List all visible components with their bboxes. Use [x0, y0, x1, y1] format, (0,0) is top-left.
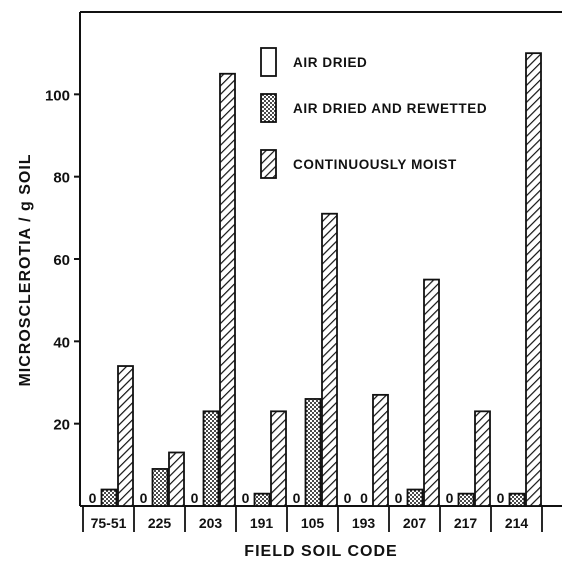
bar [474, 410, 491, 507]
legend-label: CONTINUOUSLY MOIST [293, 157, 457, 172]
y-tick-label: 40 [53, 334, 70, 351]
x-tick-label: 193 [352, 515, 376, 531]
y-tick-label: 20 [53, 417, 70, 434]
bar [423, 278, 440, 507]
zero-value-label: 0 [191, 490, 199, 506]
x-tick-label: 203 [199, 515, 223, 531]
bar [253, 492, 271, 507]
x-tick-label: 105 [301, 515, 325, 531]
bar [202, 410, 220, 507]
zero-value-label: 0 [497, 490, 505, 506]
x-tick-label: 191 [250, 515, 274, 531]
legend-label: AIR DRIED AND REWETTED [293, 101, 487, 116]
zero-value-label: 0 [446, 490, 454, 506]
bar [151, 468, 169, 507]
legend-swatch [260, 93, 277, 123]
zero-value-label: 0 [293, 490, 301, 506]
x-tick-label: 217 [454, 515, 478, 531]
bar [457, 492, 475, 507]
bar [525, 52, 542, 507]
bar [508, 492, 526, 507]
bar [100, 488, 118, 507]
x-axis-categories: 75-51 225 203 191 105 193 207 217 214 [82, 506, 543, 532]
bar [304, 398, 322, 507]
bar [219, 72, 236, 507]
y-axis-label: MICROSCLEROTIA / g SOIL [17, 153, 34, 386]
bar [406, 488, 424, 507]
y-tick-label: 100 [45, 87, 70, 104]
y-axis-ticks: 20 40 60 80 100 [45, 87, 80, 434]
y-tick-label: 60 [53, 252, 70, 269]
x-tick-label: 214 [505, 515, 529, 531]
bar [168, 451, 185, 507]
bar [372, 393, 389, 507]
legend-swatch [260, 47, 277, 77]
bar [270, 410, 287, 507]
zero-value-label: 0 [140, 490, 148, 506]
legend-swatch [260, 149, 277, 179]
zero-value-label: 0 [360, 490, 368, 506]
y-tick-label: 80 [53, 170, 70, 187]
zero-value-label: 0 [242, 490, 250, 506]
zero-value-label: 0 [344, 490, 352, 506]
x-tick-label: 225 [148, 515, 172, 531]
bar [117, 365, 134, 507]
legend: AIR DRIED AIR DRIED AND REWETTED CONTINUOU… [260, 47, 487, 179]
legend-label: AIR DRIED [293, 55, 367, 70]
x-axis-label: FIELD SOIL CODE [244, 543, 397, 560]
bar [321, 212, 338, 507]
x-tick-label: 75-51 [91, 515, 127, 531]
x-tick-label: 207 [403, 515, 427, 531]
zero-value-label: 0 [395, 490, 403, 506]
zero-value-label: 0 [89, 490, 97, 506]
